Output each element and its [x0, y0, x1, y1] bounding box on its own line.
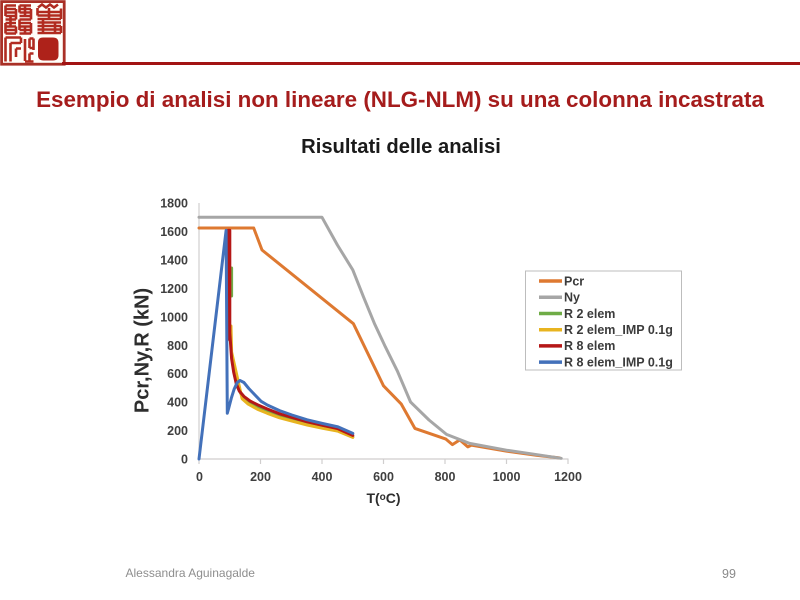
svg-text:1200: 1200: [554, 470, 582, 484]
svg-text:1600: 1600: [160, 225, 188, 239]
svg-text:0: 0: [196, 470, 203, 484]
svg-text:600: 600: [373, 470, 394, 484]
svg-text:Ny: Ny: [564, 291, 580, 305]
svg-text:T(oC): T(oC): [366, 490, 400, 506]
svg-text:Pcr,Ny,R (kN): Pcr,Ny,R (kN): [132, 288, 154, 413]
svg-text:Pcr: Pcr: [564, 274, 584, 288]
svg-text:200: 200: [250, 470, 271, 484]
svg-text:R 2 elem_IMP 0.1g: R 2 elem_IMP 0.1g: [564, 323, 673, 337]
svg-text:400: 400: [167, 396, 188, 410]
svg-text:600: 600: [167, 367, 188, 381]
svg-text:1000: 1000: [160, 310, 188, 324]
svg-text:1400: 1400: [160, 254, 188, 268]
svg-text:800: 800: [435, 470, 456, 484]
svg-text:R 2 elem: R 2 elem: [564, 307, 615, 321]
svg-text:800: 800: [167, 339, 188, 353]
svg-text:R 8 elem_IMP 0.1g: R 8 elem_IMP 0.1g: [564, 355, 673, 369]
svg-text:1800: 1800: [160, 197, 188, 211]
svg-text:1200: 1200: [160, 282, 188, 296]
svg-text:1000: 1000: [493, 470, 521, 484]
svg-text:400: 400: [312, 470, 333, 484]
svg-text:200: 200: [167, 424, 188, 438]
svg-text:0: 0: [181, 453, 188, 467]
svg-text:R 8 elem: R 8 elem: [564, 339, 615, 353]
